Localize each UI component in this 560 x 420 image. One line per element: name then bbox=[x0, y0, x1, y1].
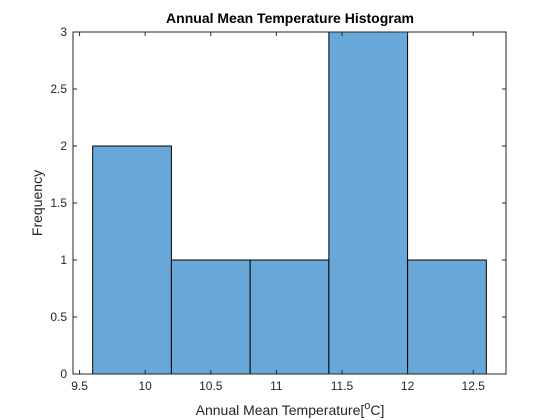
x-tick-label: 10 bbox=[138, 379, 152, 393]
y-tick-label: 0.5 bbox=[50, 310, 67, 324]
plot-box bbox=[72, 31, 507, 375]
x-tick-label: 10.5 bbox=[199, 379, 223, 393]
histogram-bar bbox=[92, 145, 172, 375]
chart-title: Annual Mean Temperature Histogram bbox=[166, 10, 414, 26]
y-ticks-group: 0 0.5 1 1.5 2 2.5 3 bbox=[50, 25, 506, 381]
y-tick-label: 0 bbox=[60, 367, 67, 381]
y-tick-label: 2 bbox=[60, 139, 67, 153]
x-tick-label: 12.5 bbox=[462, 379, 486, 393]
bars-group bbox=[92, 31, 487, 375]
x-ticks-group: 9.5 10 10.5 11 11.5 12 12.5 bbox=[71, 32, 485, 393]
histogram-bar bbox=[328, 31, 409, 375]
x-tick-label: 11 bbox=[270, 379, 283, 393]
histogram-bar bbox=[249, 259, 330, 375]
x-tick-label: 12 bbox=[401, 379, 415, 393]
histogram-bar bbox=[170, 259, 251, 375]
y-tick-label: 3 bbox=[60, 25, 67, 39]
x-tick-label: 9.5 bbox=[71, 379, 88, 393]
y-tick-label: 1.5 bbox=[50, 196, 67, 210]
x-axis-label: Annual Mean Temperature[oC] bbox=[196, 400, 385, 418]
histogram-bar bbox=[407, 259, 487, 375]
y-axis-label: Frequency bbox=[29, 170, 45, 236]
y-tick-label: 1 bbox=[60, 253, 67, 267]
x-tick-label: 11.5 bbox=[331, 379, 354, 393]
y-tick-label: 2.5 bbox=[50, 82, 67, 96]
